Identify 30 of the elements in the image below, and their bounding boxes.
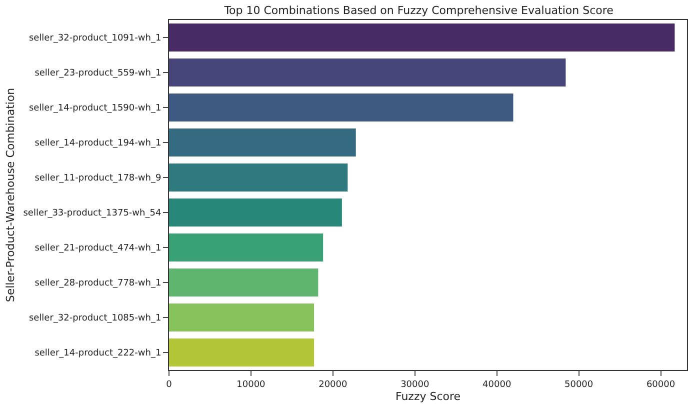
bar xyxy=(169,164,348,192)
y-tick-label: seller_28-product_778-wh_1 xyxy=(34,278,162,289)
bar xyxy=(169,198,342,226)
x-tick-label: 60000 xyxy=(646,380,676,390)
bar xyxy=(169,268,318,296)
y-tick-label: seller_33-product_1375-wh_54 xyxy=(23,208,162,219)
y-tick-label: seller_14-product_194-wh_1 xyxy=(34,138,162,149)
chart-title: Top 10 Combinations Based on Fuzzy Comprehensive Evaluation Score xyxy=(223,4,614,17)
y-tick-label: seller_32-product_1085-wh_1 xyxy=(28,314,162,324)
x-tick-label: 10000 xyxy=(236,380,266,390)
bar xyxy=(169,338,314,366)
bar xyxy=(169,24,675,52)
bar xyxy=(169,94,514,122)
x-tick-label: 50000 xyxy=(564,380,594,390)
y-tick-label: seller_14-product_222-wh_1 xyxy=(34,348,162,359)
x-tick-label: 20000 xyxy=(318,380,348,390)
x-tick-label: 40000 xyxy=(482,380,512,390)
x-tick-label: 0 xyxy=(166,380,172,390)
bar xyxy=(169,234,324,262)
y-tick-label: seller_32-product_1091-wh_1 xyxy=(28,34,162,44)
y-axis-title: Seller-Product-Warehouse Combination xyxy=(4,88,17,302)
bar xyxy=(169,58,566,86)
y-tick-label: seller_21-product_474-wh_1 xyxy=(34,244,162,254)
y-tick-label: seller_23-product_559-wh_1 xyxy=(34,68,162,79)
y-tick-label: seller_14-product_1590-wh_1 xyxy=(28,104,162,114)
x-tick-label: 30000 xyxy=(400,380,430,390)
y-tick-label: seller_11-product_178-wh_9 xyxy=(34,174,162,184)
x-axis-title: Fuzzy Score xyxy=(395,390,461,403)
bar xyxy=(169,128,356,156)
bar xyxy=(169,304,314,332)
